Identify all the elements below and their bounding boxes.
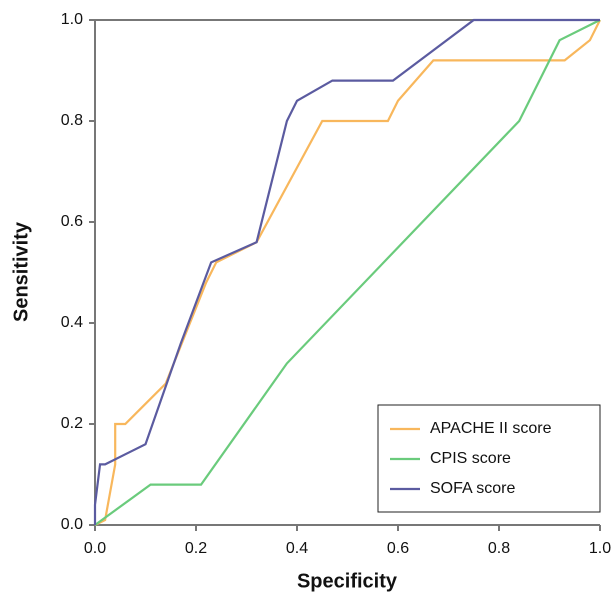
y-tick-label: 0.6 (61, 213, 83, 230)
y-tick-label: 1.0 (61, 11, 83, 28)
x-tick-label: 0.8 (488, 540, 510, 557)
y-tick-label: 0.4 (61, 314, 83, 331)
y-tick-label: 0.8 (61, 112, 83, 129)
legend-label: APACHE II score (430, 420, 552, 437)
x-tick-label: 0.0 (84, 540, 106, 557)
legend-label: SOFA score (430, 480, 515, 497)
x-tick-label: 0.4 (286, 540, 308, 557)
legend-label: CPIS score (430, 450, 511, 467)
y-tick-label: 0.0 (61, 516, 83, 533)
x-tick-label: 1.0 (589, 540, 611, 557)
y-tick-label: 0.2 (61, 415, 83, 432)
x-axis-title: Specificity (297, 570, 398, 592)
y-axis-title: Sensitivity (10, 221, 32, 322)
line (94, 19, 601, 526)
x-tick-label: 0.6 (387, 540, 409, 557)
line (93, 18, 600, 525)
line (94, 19, 601, 526)
x-tick-label: 0.2 (185, 540, 207, 557)
legend-box (377, 404, 601, 513)
